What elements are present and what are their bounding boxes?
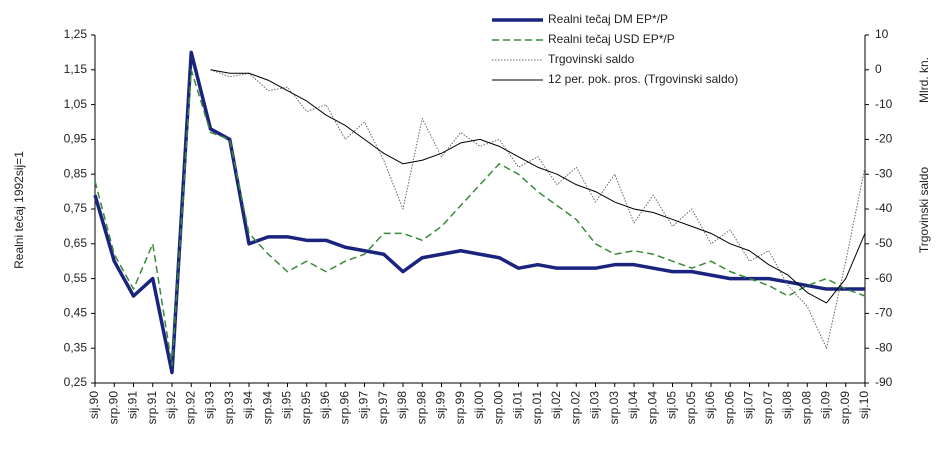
x-tick-label: sij.07 (742, 391, 756, 419)
y-tick-label: 0,75 (64, 201, 88, 215)
x-tick-label: sij.02 (549, 391, 563, 419)
series-line (210, 69, 866, 304)
y-axis-label: Realni tečaj 1992sij=1 (12, 151, 26, 269)
x-tick-label: srp.04 (645, 391, 659, 425)
legend-label: 12 per. pok. pros. (Trgovinski saldo) (548, 72, 738, 86)
series-line (94, 69, 866, 367)
y2-tick-label: -60 (875, 271, 893, 285)
x-tick-label: sij.98 (395, 391, 409, 419)
y-tick-label: 1,05 (64, 97, 88, 111)
x-tick-label: srp.98 (414, 391, 428, 425)
y2-tick-label: -90 (875, 375, 893, 389)
y2-tick-label: -30 (875, 166, 893, 180)
x-tick-label: sij.09 (819, 391, 833, 419)
x-tick-label: sij.99 (434, 391, 448, 419)
y2-tick-label: -50 (875, 236, 893, 250)
x-tick-label: sij.10 (857, 391, 871, 419)
legend-label: Realni tečaj DM EP*/P (548, 12, 668, 26)
x-tick-label: sij.01 (511, 391, 525, 419)
y-tick-label: 0,25 (64, 375, 88, 389)
y-tick-label: 0,85 (64, 166, 88, 180)
x-tick-label: srp.09 (838, 391, 852, 425)
x-tick-label: srp.08 (799, 391, 813, 425)
y-tick-label: 1,25 (64, 27, 88, 41)
y2-tick-label: 10 (875, 27, 889, 41)
legend-label: Trgovinski saldo (548, 52, 635, 66)
x-tick-label: sij.05 (665, 391, 679, 419)
x-tick-label: srp.00 (491, 391, 505, 425)
x-tick-label: srp.91 (145, 391, 159, 425)
x-tick-label: sij.91 (126, 391, 140, 419)
y-tick-label: 0,65 (64, 236, 88, 250)
x-tick-label: srp.90 (106, 391, 120, 425)
x-tick-label: srp.94 (260, 391, 274, 425)
x-tick-label: sij.97 (357, 391, 371, 419)
x-tick-label: srp.02 (568, 391, 582, 425)
x-tick-label: srp.99 (453, 391, 467, 425)
y2-tick-label: 0 (875, 62, 882, 76)
y2-tick-label: -70 (875, 306, 893, 320)
y-tick-label: 1,15 (64, 62, 88, 76)
series-line (210, 69, 866, 349)
y-tick-label: 0,55 (64, 271, 88, 285)
x-tick-label: sij.08 (780, 391, 794, 419)
x-tick-label: sij.03 (588, 391, 602, 419)
y2-axis-unit: Mlrd. kn. (917, 57, 931, 103)
x-tick-label: sij.06 (703, 391, 717, 419)
y-tick-label: 0,35 (64, 340, 88, 354)
y2-tick-label: -20 (875, 132, 893, 146)
x-tick-label: sij.95 (280, 391, 294, 419)
x-tick-label: sij.90 (87, 391, 101, 419)
x-tick-label: srp.07 (761, 391, 775, 425)
x-tick-label: sij.00 (472, 391, 486, 419)
x-tick-label: sij.94 (241, 391, 255, 419)
x-tick-label: sij.92 (164, 391, 178, 419)
series-line (93, 50, 865, 375)
y-tick-label: 0,95 (64, 132, 88, 146)
x-tick-label: sij.93 (203, 391, 217, 419)
y2-tick-label: -40 (875, 201, 893, 215)
y2-axis-label: Trgovinski saldo (917, 167, 931, 254)
x-tick-label: srp.97 (376, 391, 390, 425)
x-tick-label: srp.92 (183, 391, 197, 425)
x-tick-label: srp.06 (722, 391, 736, 425)
x-tick-label: srp.01 (530, 391, 544, 425)
legend-label: Realni tečaj USD EP*/P (548, 32, 675, 46)
x-tick-label: srp.95 (299, 391, 313, 425)
y2-tick-label: -10 (875, 97, 893, 111)
x-tick-label: sij.96 (318, 391, 332, 419)
x-tick-label: srp.96 (337, 391, 351, 425)
y2-tick-label: -80 (875, 340, 893, 354)
x-tick-label: srp.03 (607, 391, 621, 425)
x-tick-label: srp.93 (222, 391, 236, 425)
y-tick-label: 0,45 (64, 306, 88, 320)
x-tick-label: srp.05 (684, 391, 698, 425)
x-tick-label: sij.04 (626, 391, 640, 419)
